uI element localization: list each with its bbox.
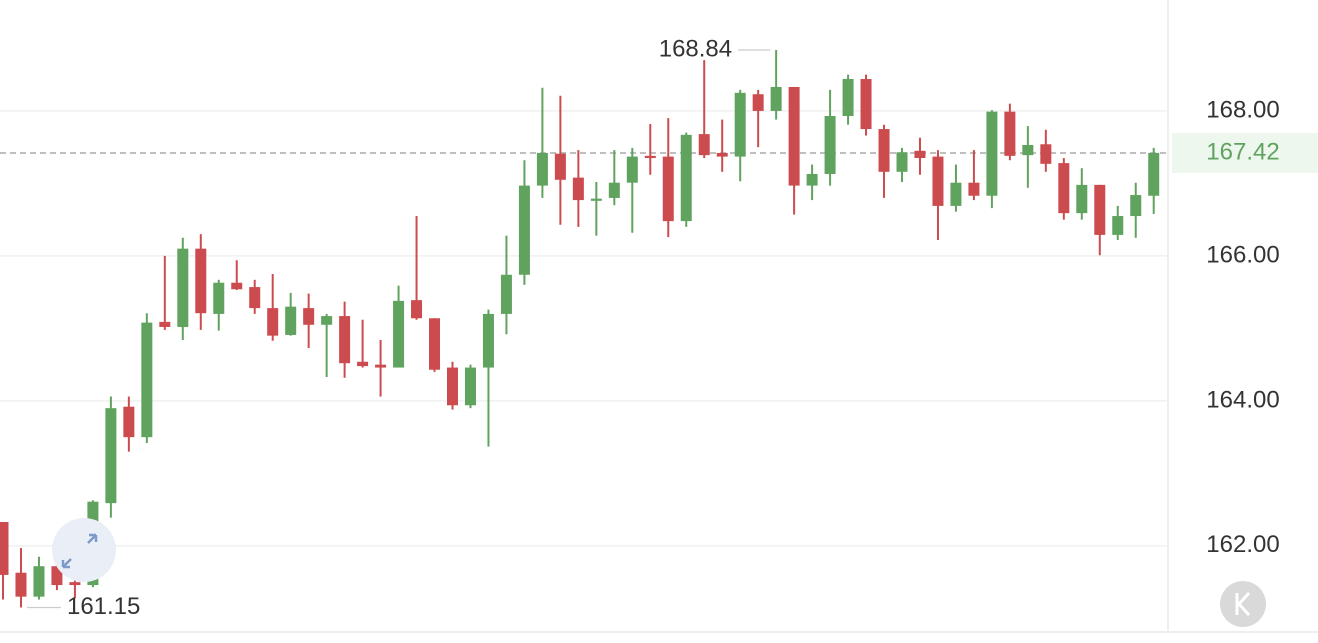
candle-body: [411, 300, 423, 319]
candle-body: [698, 134, 710, 156]
candle-body: [860, 79, 872, 130]
candle-body: [914, 150, 926, 159]
candle-body: [986, 111, 998, 196]
candle-body: [680, 134, 692, 222]
candle-body: [788, 86, 800, 186]
k-button[interactable]: [1220, 581, 1266, 627]
candle-body: [896, 152, 908, 172]
toggle-bg[interactable]: [52, 518, 116, 582]
candle-body: [626, 156, 638, 183]
candle-body: [464, 367, 476, 406]
candle-body: [0, 521, 9, 575]
y-tick-label: 166.00: [1206, 241, 1279, 268]
y-tick-label: 164.00: [1206, 386, 1279, 413]
y-tick-label: 162.00: [1206, 531, 1279, 558]
candle-body: [500, 274, 512, 314]
candle-body: [375, 364, 387, 368]
candle-body: [554, 153, 566, 180]
candle-body: [69, 582, 81, 586]
candle-body: [447, 367, 458, 406]
last-price-bg: [1172, 132, 1318, 173]
candle-body: [33, 566, 45, 597]
candle-body: [1004, 111, 1016, 156]
candle-body: [1148, 152, 1160, 196]
candle-body: [518, 185, 530, 275]
toggle-icon[interactable]: [61, 533, 98, 569]
k-button-icon[interactable]: [1235, 591, 1251, 617]
candle-body: [1094, 184, 1106, 235]
candle-body: [878, 129, 890, 172]
candle-body: [1022, 144, 1034, 156]
candle-body: [824, 115, 836, 174]
candle-body: [950, 182, 962, 206]
candle-body: [267, 308, 279, 336]
candle-body: [716, 152, 728, 157]
min-label: 161.15: [67, 593, 140, 620]
candle-body: [51, 566, 63, 586]
candle-body: [482, 313, 494, 368]
candle-body: [806, 173, 818, 186]
candle-body: [608, 182, 620, 198]
candle-body: [662, 156, 674, 222]
candle-body: [1112, 216, 1124, 235]
candle-body: [572, 177, 584, 201]
candle-body: [968, 182, 980, 196]
candle-body: [15, 572, 27, 597]
candle-body: [141, 322, 153, 438]
crosshair-toggle[interactable]: [52, 518, 116, 582]
candle-body: [590, 198, 602, 201]
candle-body: [429, 318, 441, 370]
candle-body: [159, 321, 171, 327]
candle-body: [285, 306, 297, 335]
max-label: 168.84: [659, 35, 732, 62]
candle-body: [932, 156, 944, 206]
candle-body: [303, 308, 315, 325]
candle-body: [105, 408, 117, 504]
candle-body: [213, 282, 225, 314]
candle-body: [249, 287, 261, 309]
candle-body: [1130, 195, 1142, 217]
candle-body: [231, 282, 243, 290]
candle-body: [123, 406, 135, 438]
candle-body: [1076, 184, 1088, 214]
candle-body: [752, 94, 764, 111]
candle-body: [393, 300, 405, 368]
last-price-label: 167.42: [1206, 138, 1279, 165]
candle-body: [195, 248, 207, 314]
candle-body: [1040, 144, 1052, 164]
candle-body: [357, 361, 369, 367]
y-tick-label: 168.00: [1206, 96, 1279, 123]
candle-body: [734, 92, 746, 157]
candle-body: [770, 86, 782, 111]
k-button-bg[interactable]: [1220, 581, 1266, 627]
candle-body: [644, 155, 656, 159]
candle-body: [321, 316, 333, 325]
candle-body: [339, 316, 351, 364]
candle-body: [536, 152, 548, 186]
candle-body: [1058, 163, 1070, 214]
candle-body: [177, 248, 189, 327]
candle-body: [842, 79, 854, 116]
